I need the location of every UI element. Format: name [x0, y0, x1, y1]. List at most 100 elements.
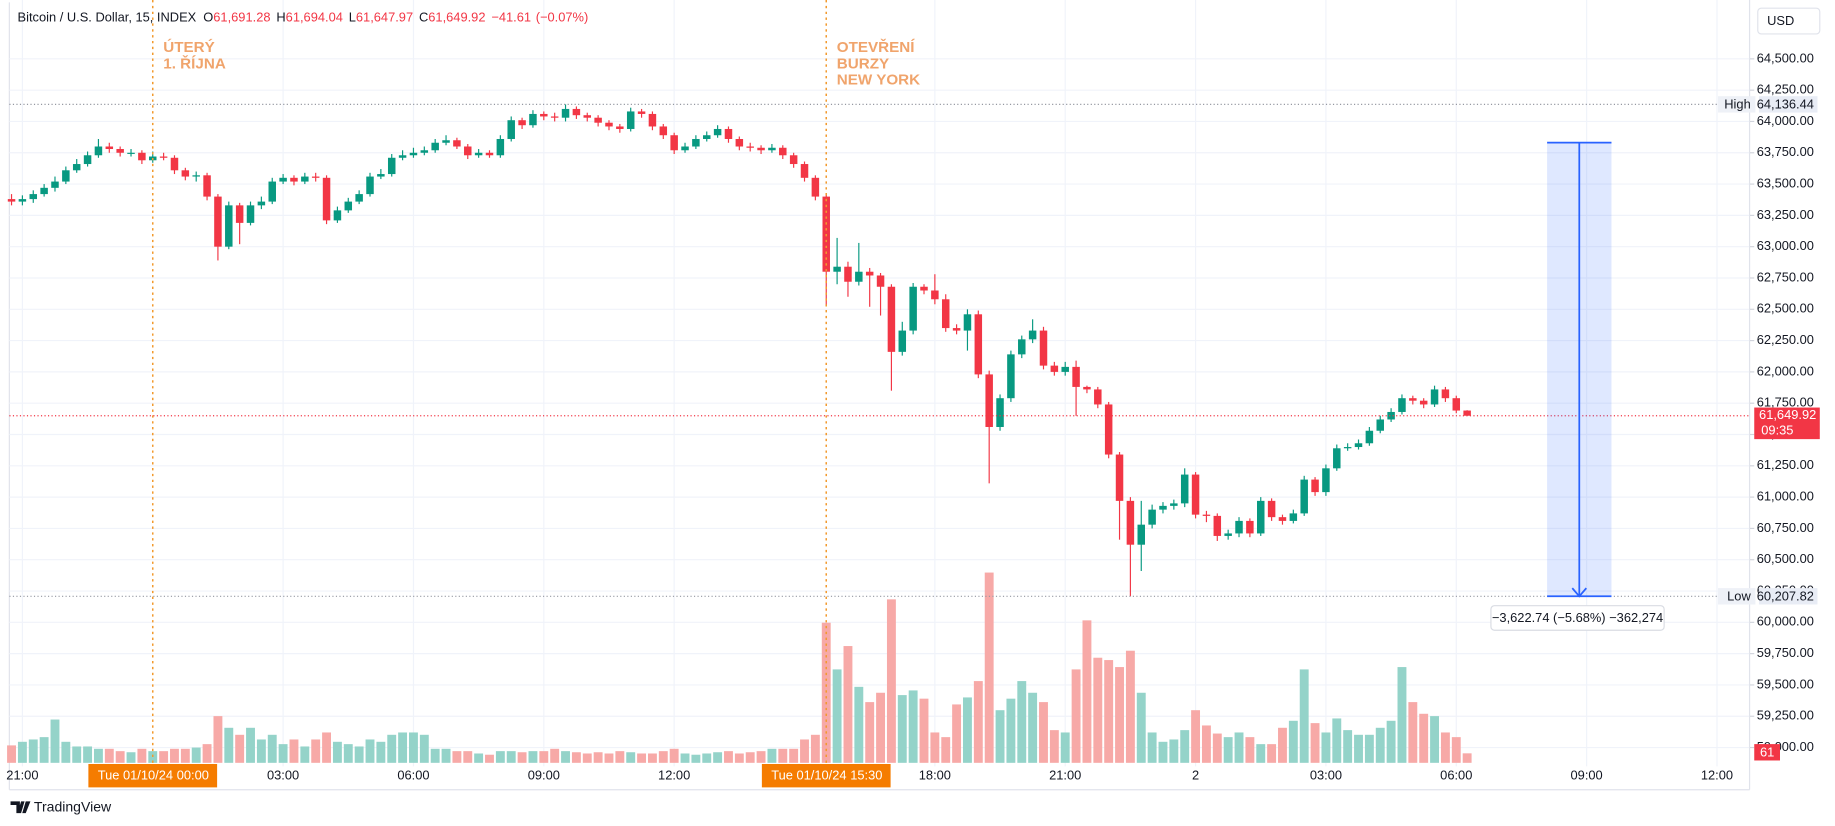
volume-bar — [930, 732, 940, 763]
volume-bar — [170, 748, 179, 763]
candle-body — [485, 152, 494, 156]
volume-bar — [1419, 713, 1429, 763]
volume-bar — [658, 751, 668, 763]
candle-body — [72, 164, 81, 171]
candle-body — [692, 138, 700, 147]
x-tick-label: 21:00 — [1049, 768, 1081, 783]
candle-body — [268, 181, 276, 202]
volume-bar — [311, 739, 321, 763]
candle-body — [518, 120, 526, 126]
volume-bar — [1288, 720, 1298, 763]
x-tick-label: 18:00 — [919, 768, 951, 783]
candle-body — [1289, 513, 1298, 521]
volume-bar — [973, 681, 983, 763]
level-name: High — [1724, 96, 1750, 111]
candle-body — [387, 157, 396, 175]
volume-bar — [1071, 669, 1081, 763]
candle-body — [1007, 354, 1015, 399]
candle-body — [203, 175, 211, 197]
candle-body — [1387, 411, 1395, 420]
volume-bar — [1343, 730, 1353, 763]
candle-body — [1322, 468, 1330, 493]
candle-body — [181, 170, 190, 177]
volume-bar — [1060, 732, 1070, 763]
volume-bar — [626, 752, 636, 763]
volume-bar — [409, 732, 418, 763]
volume-bar — [137, 748, 147, 763]
level-value-box — [1758, 96, 1818, 113]
time-marker-time: 00:00 — [177, 768, 209, 783]
volume-bar — [1212, 733, 1222, 763]
volume-bar — [289, 739, 299, 763]
candle-body — [550, 116, 559, 118]
candle-body — [1430, 389, 1439, 405]
volume-bar — [354, 746, 364, 763]
volume-bar — [224, 727, 234, 763]
candle-body — [876, 275, 885, 287]
volume-bar — [202, 744, 212, 763]
ohlc-value: 61,691.28 — [213, 10, 270, 25]
candle-body — [724, 128, 733, 139]
time-marker — [88, 763, 218, 788]
candle-body — [170, 157, 179, 171]
candle-body — [1343, 447, 1352, 449]
candle-body — [62, 170, 70, 182]
candle-body — [735, 138, 744, 147]
volume-bar — [724, 751, 733, 763]
x-tick-label: 03:00 — [1310, 768, 1342, 783]
volume-bar — [1028, 692, 1038, 763]
volume-bar — [941, 737, 951, 763]
candle-body — [1061, 366, 1069, 372]
candle-body — [974, 314, 983, 375]
candle-body — [40, 187, 48, 195]
candle-body — [1180, 474, 1189, 504]
volume-bar — [1354, 734, 1363, 763]
volume-bar — [691, 754, 701, 763]
y-tick-label: 62,250.00 — [1757, 332, 1814, 347]
x-tick-label: 12:00 — [658, 768, 690, 783]
level-value: 60,207.82 — [1757, 588, 1814, 603]
candle-body — [311, 176, 320, 178]
candle-body — [138, 152, 146, 161]
candle-body — [290, 177, 298, 182]
volume-bar — [7, 745, 16, 763]
candle-body — [453, 140, 461, 147]
candle-body — [29, 194, 38, 200]
volume-bar — [1386, 720, 1396, 763]
volume-bar — [235, 734, 245, 763]
candle-body — [1267, 500, 1276, 518]
volume-bar — [1408, 702, 1418, 763]
y-tick-label: 64,250.00 — [1757, 82, 1814, 97]
volume-bar — [1299, 669, 1309, 763]
volume-bar — [1256, 744, 1266, 763]
brand-name: TradingView — [34, 799, 112, 815]
volume-bar — [1039, 702, 1048, 763]
x-tick-label: 09:00 — [1571, 768, 1603, 783]
candle-body — [746, 146, 754, 148]
volume-bar — [17, 741, 27, 763]
ohlc-value: 61,694.04 — [286, 10, 343, 25]
candle-body — [941, 299, 950, 329]
volume-bar — [1180, 730, 1190, 763]
volume-bar — [1147, 732, 1157, 763]
volume-bar — [1245, 737, 1255, 763]
candle-body — [1376, 419, 1384, 431]
annotation: ÚTERÝ — [163, 38, 215, 56]
volume-bar — [1440, 732, 1450, 763]
volume-bar — [571, 752, 581, 763]
volume-bar — [50, 719, 60, 763]
volume-bar — [832, 669, 842, 763]
candle-body — [540, 113, 548, 117]
y-tick-label: 61,000.00 — [1757, 489, 1814, 504]
level-value-box — [1758, 588, 1818, 605]
candle-body — [1159, 505, 1167, 510]
volume-bar — [267, 734, 277, 763]
y-tick-label: 60,500.00 — [1757, 551, 1814, 566]
volume-bar — [647, 753, 657, 763]
level-name-box — [1717, 588, 1756, 605]
brand: TradingView — [10, 799, 112, 815]
ohlc-key: O — [203, 10, 213, 25]
candle-body — [952, 328, 961, 331]
volume-bar — [1115, 667, 1124, 763]
volume-bar — [539, 751, 549, 763]
